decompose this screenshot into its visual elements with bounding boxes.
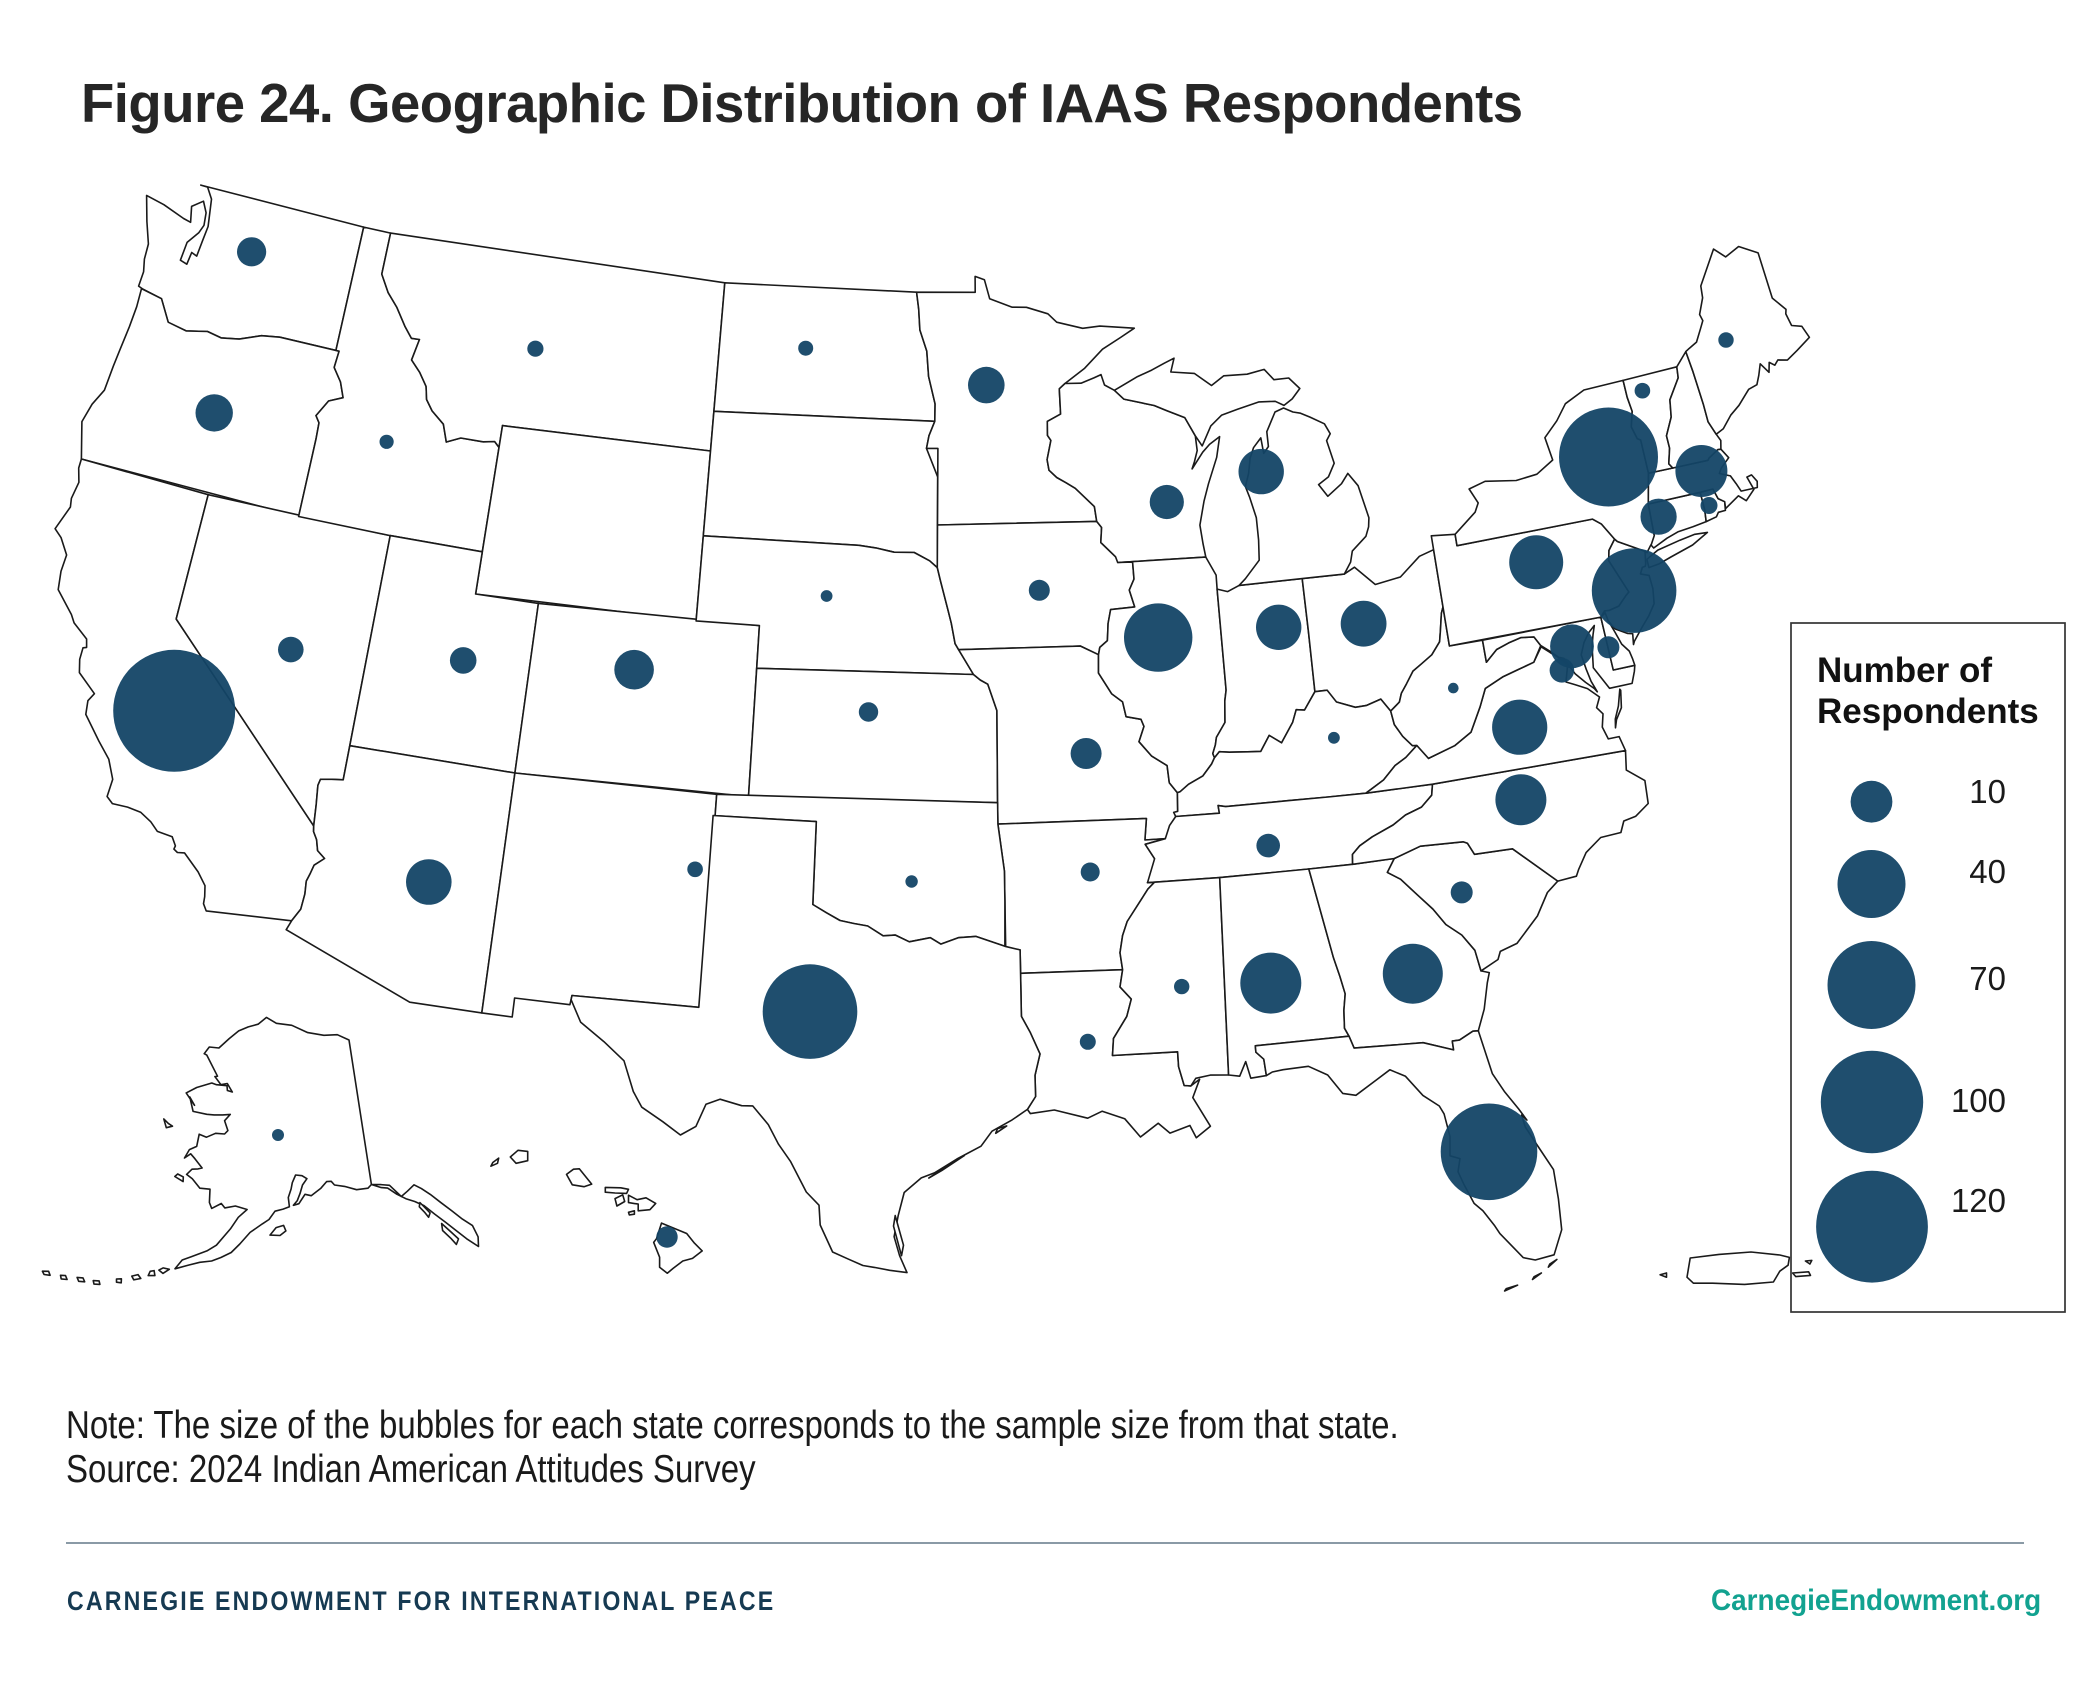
svg-text:Number of: Number of xyxy=(1817,651,1992,690)
svg-text:120: 120 xyxy=(1951,1182,2006,1219)
svg-text:40: 40 xyxy=(1969,853,2006,890)
svg-text:100: 100 xyxy=(1951,1082,2006,1119)
svg-text:Respondents: Respondents xyxy=(1817,692,2039,731)
svg-text:70: 70 xyxy=(1969,960,2006,997)
svg-text:10: 10 xyxy=(1969,773,2006,810)
